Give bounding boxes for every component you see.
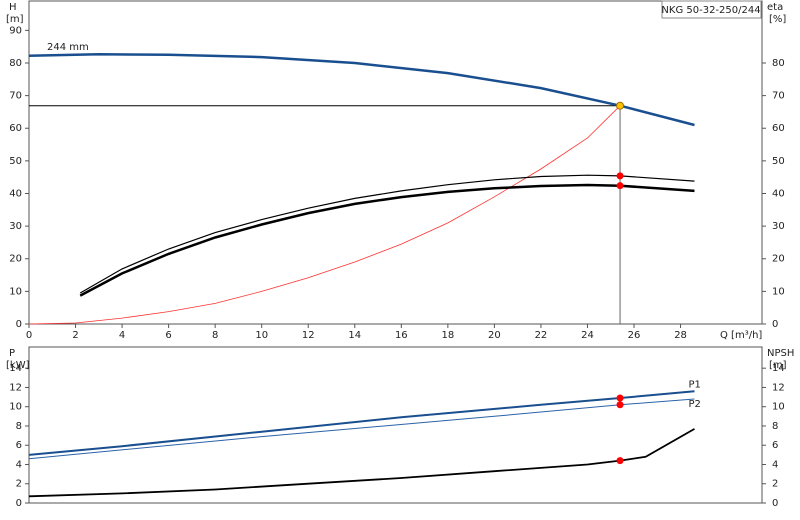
y2-tick-label: 80 — [772, 58, 785, 69]
y-tick-label: 12 — [9, 382, 22, 393]
series-label: P2 — [689, 399, 701, 410]
x-tick-label: 24 — [581, 330, 594, 341]
x-label: Q [m³/h] — [720, 330, 762, 341]
y-tick-label: 60 — [9, 123, 22, 134]
y-tick-label: 90 — [9, 25, 22, 36]
y2-tick-label: 10 — [772, 402, 785, 413]
x-tick-label: 12 — [302, 330, 315, 341]
y2-tick-label: 0 — [772, 498, 778, 509]
x-tick-label: 26 — [628, 330, 641, 341]
series-line — [79, 174, 695, 294]
x-tick-label: 16 — [395, 330, 408, 341]
y-unit: [kW] — [6, 360, 30, 371]
y2-tick-label: 0 — [772, 319, 778, 330]
y-tick-label: 10 — [9, 286, 22, 297]
y-tick-label: 50 — [9, 156, 22, 167]
series-line — [79, 183, 695, 297]
y-label: P — [9, 348, 15, 359]
chart-title: NKG 50-32-250/244 — [661, 5, 760, 16]
x-tick-label: 18 — [441, 330, 454, 341]
series-line — [28, 390, 695, 456]
y-tick-label: 30 — [9, 221, 22, 232]
y-tick-label: 80 — [9, 58, 22, 69]
x-tick-label: 2 — [72, 330, 78, 341]
y2-unit: [m] — [769, 360, 787, 371]
y-tick-label: 0 — [16, 319, 22, 330]
x-tick-label: 20 — [488, 330, 501, 341]
y2-tick-label: 6 — [772, 440, 778, 451]
y2-tick-label: 30 — [772, 221, 785, 232]
y2-tick-label: 4 — [772, 459, 778, 470]
y-unit: [m] — [6, 14, 24, 25]
x-tick-label: 22 — [535, 330, 548, 341]
x-tick-label: 8 — [212, 330, 218, 341]
x-tick-label: 28 — [674, 330, 687, 341]
series-line — [28, 105, 621, 325]
y2-tick-label: 60 — [772, 123, 785, 134]
x-tick-label: 6 — [165, 330, 171, 341]
y2-tick-label: 50 — [772, 156, 785, 167]
y2-tick-label: 2 — [772, 479, 778, 490]
y-tick-label: 2 — [16, 479, 22, 490]
y2-tick-label: 70 — [772, 91, 785, 102]
x-tick-label: 10 — [255, 330, 268, 341]
x-tick-label: 4 — [119, 330, 125, 341]
series-label: P1 — [689, 379, 701, 390]
y2-tick-label: 40 — [772, 188, 785, 199]
x-tick-label: 0 — [26, 330, 32, 341]
operating-point — [616, 101, 625, 110]
title-box — [661, 0, 762, 19]
y-tick-label: 70 — [9, 91, 22, 102]
y-tick-label: 14 — [9, 363, 22, 374]
series-line — [28, 52, 695, 127]
plot-frame — [28, 0, 763, 325]
y-tick-label: 0 — [16, 498, 22, 509]
y2-unit: [%] — [769, 14, 786, 25]
y2-tick-label: 10 — [772, 286, 785, 297]
plot-frame — [28, 346, 763, 504]
y-label: H — [9, 2, 17, 13]
y2-tick-label: 12 — [772, 382, 785, 393]
y2-tick-label: 8 — [772, 421, 778, 432]
y-tick-label: 40 — [9, 188, 22, 199]
y2-tick-label: 14 — [772, 363, 785, 374]
annotation: 244 mm — [47, 42, 89, 53]
y-tick-label: 10 — [9, 402, 22, 413]
y-tick-label: 8 — [16, 421, 22, 432]
y-tick-label: 6 — [16, 440, 22, 451]
operating-point — [616, 172, 624, 180]
series-line — [28, 398, 695, 460]
operating-point — [616, 394, 624, 402]
y2-label: eta — [767, 2, 783, 13]
y2-tick-label: 20 — [772, 254, 785, 265]
operating-point — [616, 457, 624, 465]
operating-point — [616, 182, 624, 190]
operating-point — [616, 401, 624, 409]
y-tick-label: 20 — [9, 254, 22, 265]
x-tick-label: 14 — [348, 330, 361, 341]
y-tick-label: 4 — [16, 459, 22, 470]
y2-label: NPSH — [767, 348, 794, 359]
series-line — [28, 428, 695, 498]
